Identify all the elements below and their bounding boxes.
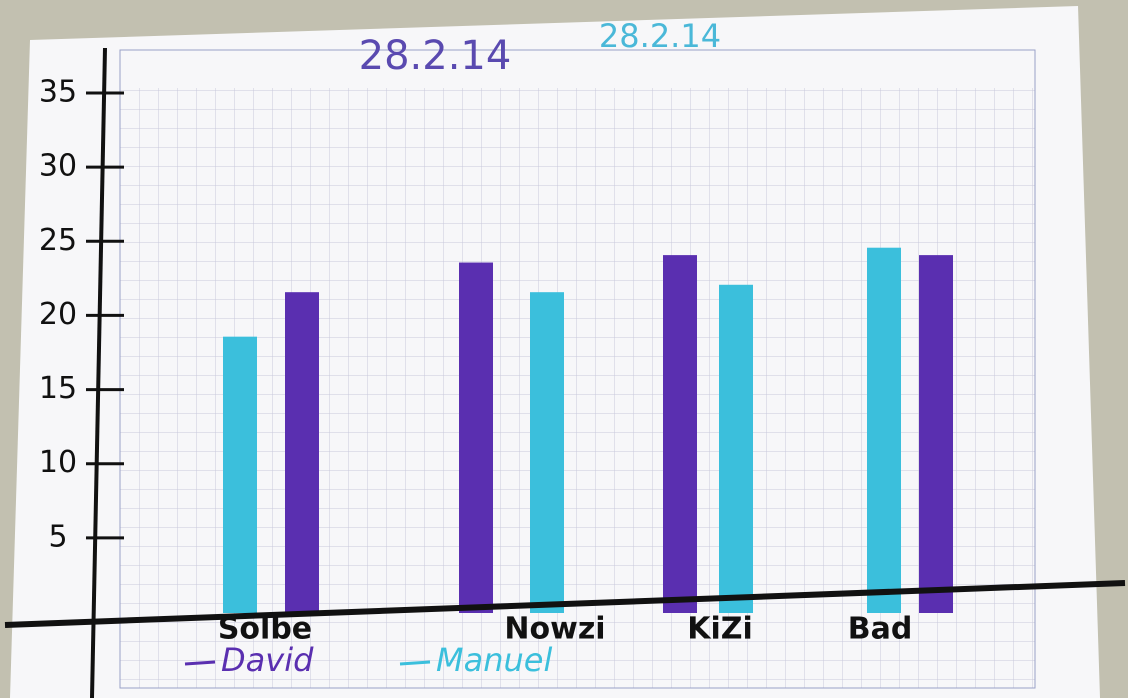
bar [719, 284, 753, 613]
y-axis [90, 47, 107, 698]
y-tick-label: 10 [39, 445, 77, 480]
grid-border [119, 49, 1036, 689]
bar [459, 262, 493, 613]
bar [867, 247, 901, 613]
bar [285, 292, 319, 613]
bar [919, 255, 953, 613]
y-tick-label: 25 [39, 223, 77, 258]
chart-subtitle: 28.2.14 [599, 17, 721, 55]
x-axis [4, 580, 1126, 628]
x-tick-label: Nowzi [504, 612, 605, 647]
legend-label: Manuel [436, 641, 552, 679]
y-tick-label: 20 [39, 297, 77, 332]
y-tick-label: 5 [48, 519, 67, 554]
x-tick-label: KiZi [687, 612, 753, 647]
bar [530, 292, 564, 613]
legend-swatch [184, 660, 216, 666]
y-tick-label: 35 [39, 75, 77, 110]
legend-swatch [399, 660, 431, 666]
x-tick-label: Bad [848, 612, 913, 647]
y-tick-label: 30 [39, 149, 77, 184]
y-tick-label: 15 [39, 371, 77, 406]
legend-label: David [221, 641, 314, 679]
chart-title: 28.2.14 [359, 33, 512, 79]
bar [663, 255, 697, 613]
bar [223, 336, 257, 613]
